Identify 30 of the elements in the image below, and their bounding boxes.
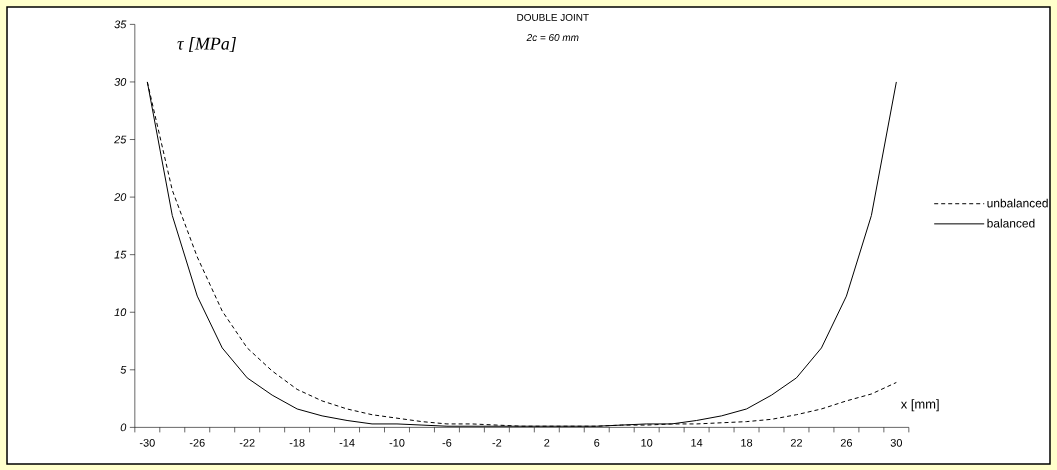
y-axis-title: τ [MPa] (177, 37, 236, 52)
x-tick-label: 30 (890, 438, 903, 447)
x-tick-label: 6 (594, 438, 600, 447)
y-tick-label: 15 (114, 250, 127, 259)
x-tick-label: -22 (239, 438, 255, 447)
legend-label: balanced (987, 218, 1035, 228)
y-tick-label: 10 (114, 308, 127, 317)
y-tick-label: 35 (114, 20, 127, 29)
x-tick-label: 26 (840, 438, 853, 447)
text: 2c = 60 mm (526, 33, 579, 41)
chart-title: DOUBLE JOINT (517, 13, 589, 21)
y-tick-label: 5 (120, 365, 127, 374)
x-tick-label: -10 (389, 438, 405, 447)
y-tick-label: 0 (120, 423, 127, 432)
x-tick-label: -26 (189, 438, 205, 447)
x-axis-title: x [mm] (900, 399, 939, 412)
y-tick-label: 30 (114, 78, 127, 86)
x-tick-label: -2 (492, 438, 502, 447)
x-tick-label: -30 (139, 438, 155, 447)
x-tick-label: 14 (691, 438, 703, 447)
y-tick-label: 25 (114, 135, 127, 144)
y-tick-label: 20 (114, 193, 127, 201)
x-tick-label: 18 (741, 438, 753, 447)
x-tick-label: -18 (289, 438, 305, 447)
x-tick-label: -6 (442, 438, 452, 447)
x-tick-label: 2 (544, 438, 550, 447)
x-tick-label: 10 (641, 438, 653, 447)
x-tick-label: -14 (339, 438, 355, 447)
x-tick-label: 22 (790, 438, 803, 447)
legend-label: unbalanced (987, 198, 1048, 208)
